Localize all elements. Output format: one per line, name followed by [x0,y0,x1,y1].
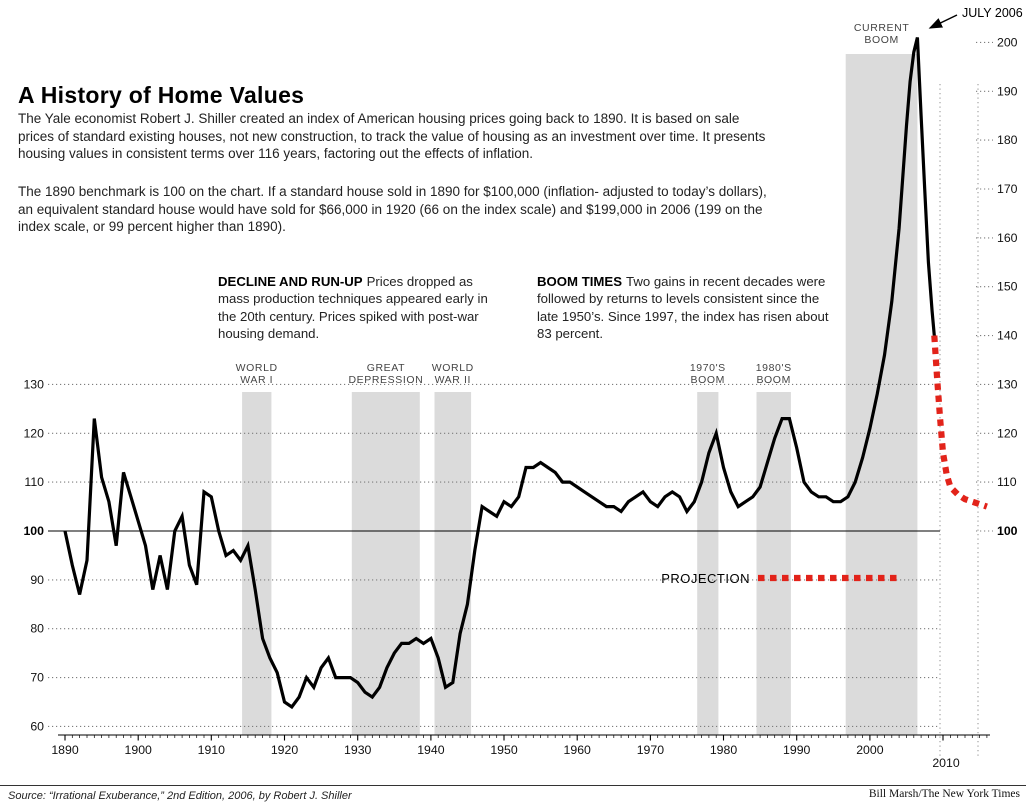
band-label-great-depression: GREAT [367,362,405,374]
band-label-world-war-ii: WORLD [432,362,474,374]
source-note: Source: “Irrational Exuberance,” 2nd Edi… [8,790,352,802]
x-label-1990: 1990 [783,743,811,757]
annotation-decline-text: Prices dropped as mass production techni… [218,274,488,342]
intro-paragraph-2: The 1890 benchmark is 100 on the chart. … [18,184,767,235]
annotation-boom-text: Two gains in recent decades were followe… [537,274,829,342]
y-left-tick-110: 110 [24,475,44,489]
y-right-tick-180: 180 [997,133,1018,147]
y-left-tick-120: 120 [23,426,44,440]
band-label-boom-1970s: BOOM [691,374,726,386]
band-label-current-boom: BOOM [864,34,899,46]
y-left-tick-90: 90 [30,573,44,587]
x-label-2000: 2000 [856,743,884,757]
annotation-decline-label: DECLINE AND RUN-UP [218,274,363,289]
y-right-tick-100: 100 [997,524,1018,538]
footer-divider [0,785,1026,786]
y-right-tick-120: 120 [997,426,1018,440]
home-price-index-line [63,37,936,710]
x-label-1940: 1940 [417,743,445,757]
band-current-boom [845,54,918,735]
peak-arrow [928,14,958,29]
band-label-world-war-ii: WAR II [435,374,471,386]
x-label-1970: 1970 [637,743,665,757]
x-label-1980: 1980 [710,743,738,757]
y-right-tick-160: 160 [997,231,1018,245]
projection-legend-label: PROJECTION [661,571,750,586]
y-right-tick-170: 170 [997,182,1018,196]
intro-paragraph-1: The Yale economist Robert J. Shiller cre… [18,111,766,162]
y-left-tick-70: 70 [30,671,44,685]
page-title: A History of Home Values [18,82,305,108]
annotation-boom-times: BOOM TIMES Two gains in recent decades we… [537,273,841,343]
y-left-tick-60: 60 [30,719,44,733]
band-label-world-war-i: WORLD [236,362,278,374]
x-label-1950: 1950 [490,743,518,757]
band-world-war-i [242,392,272,735]
x-label-1900: 1900 [125,743,153,757]
y-right-tick-200: 200 [997,35,1018,49]
band-boom-1970s [697,392,719,735]
byline-credit: Bill Marsh/The New York Times [868,788,1020,800]
band-great-depression [351,392,420,735]
y-left-tick-130: 130 [23,377,44,391]
y-right-tick-140: 140 [997,329,1018,343]
band-label-boom-1980s: 1980'S [756,362,792,374]
annotation-decline-and-run-up: DECLINE AND RUN-UP Prices dropped as mass… [218,273,500,343]
x-label-1930: 1930 [344,743,372,757]
y-right-tick-130: 130 [997,377,1018,391]
x-label-2010: 2010 [932,756,960,770]
x-label-1920: 1920 [271,743,299,757]
band-label-boom-1980s: BOOM [756,374,791,386]
band-label-current-boom: CURRENT [854,22,910,34]
x-label-1960: 1960 [564,743,592,757]
y-left-tick-80: 80 [30,622,44,636]
x-label-1890: 1890 [51,743,79,757]
y-right-tick-190: 190 [997,84,1018,98]
y-left-tick-100: 100 [23,524,44,538]
projection-line [931,335,988,510]
peak-date-label: JULY 2006 [962,6,1023,20]
band-label-boom-1970s: 1970'S [690,362,726,374]
y-right-tick-150: 150 [997,280,1018,294]
band-label-world-war-i: WAR I [240,374,273,386]
x-label-1910: 1910 [198,743,226,757]
band-label-great-depression: DEPRESSION [348,374,423,386]
annotation-boom-label: BOOM TIMES [537,274,622,289]
y-right-tick-110: 110 [997,475,1017,489]
